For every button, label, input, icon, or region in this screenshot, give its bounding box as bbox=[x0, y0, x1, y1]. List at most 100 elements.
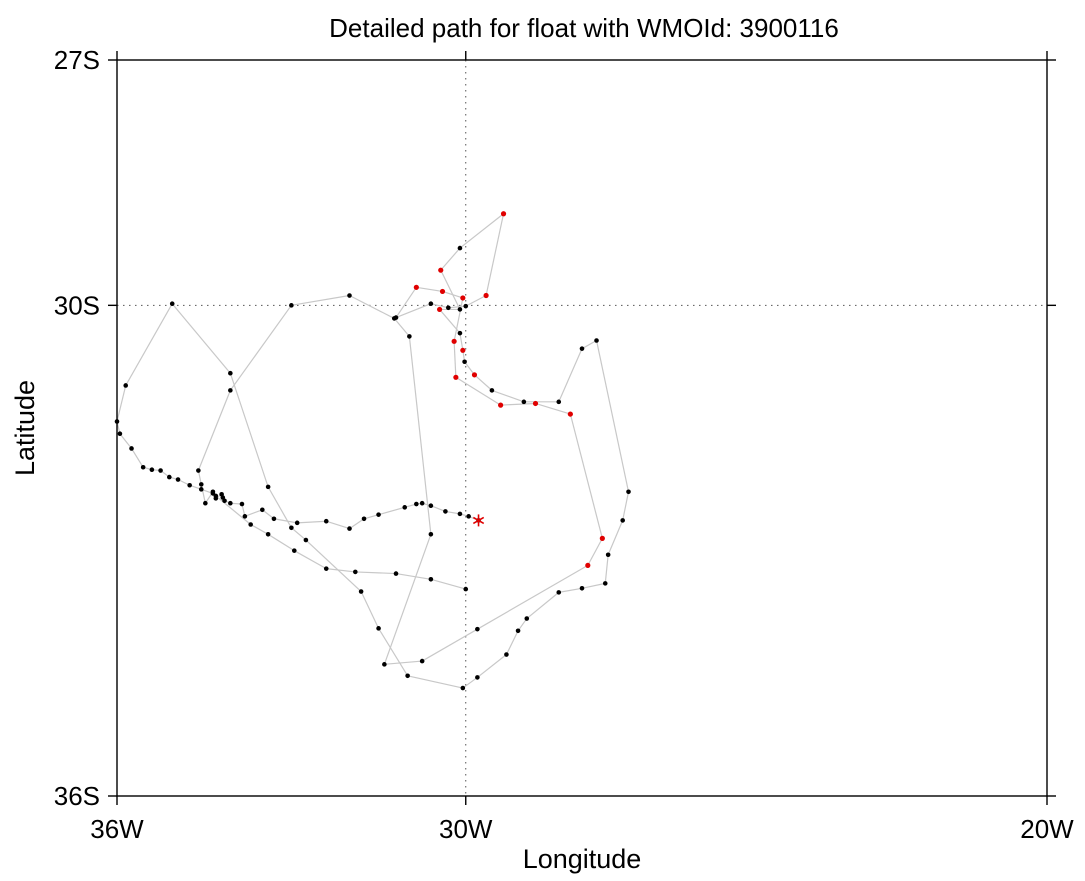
fix-point bbox=[203, 500, 208, 506]
fix-point bbox=[376, 512, 381, 517]
plot-frame bbox=[116, 59, 1048, 797]
y-tick-label: 27S bbox=[54, 45, 100, 75]
track-lines bbox=[116, 213, 630, 689]
fix-point bbox=[515, 628, 521, 634]
track-segment bbox=[581, 582, 606, 589]
fix-point bbox=[414, 501, 419, 507]
track-segment bbox=[430, 303, 449, 309]
x-tick-labels: 36W 30W 20W bbox=[90, 814, 1074, 844]
fix-point bbox=[228, 388, 233, 393]
current-position-marker bbox=[472, 514, 485, 527]
track-segment bbox=[326, 568, 356, 573]
highlighted-fix-point bbox=[453, 374, 459, 380]
track-segment bbox=[505, 630, 519, 655]
track-segment bbox=[407, 675, 463, 689]
track-segment bbox=[273, 518, 298, 524]
x-tick-label: 30W bbox=[439, 814, 493, 844]
fix-point bbox=[265, 532, 271, 537]
highlighted-fix-point bbox=[460, 347, 466, 353]
fix-point bbox=[605, 552, 611, 558]
track-segment bbox=[569, 413, 603, 539]
fix-point bbox=[602, 581, 608, 586]
highlighted-fix-point bbox=[460, 295, 466, 301]
fix-point bbox=[242, 514, 248, 519]
highlighted-fix-point bbox=[439, 288, 446, 295]
track-segment bbox=[477, 564, 589, 630]
track-segment bbox=[430, 505, 446, 512]
fix-point bbox=[169, 301, 175, 306]
track-segment bbox=[326, 520, 350, 530]
fix-point bbox=[248, 522, 253, 527]
fix-point bbox=[213, 493, 219, 499]
highlighted-fix-point bbox=[471, 372, 478, 378]
fix-point bbox=[524, 616, 530, 621]
track-segment bbox=[459, 213, 504, 249]
track-segment bbox=[416, 286, 443, 293]
highlighted-fix-point bbox=[567, 411, 573, 417]
track-segment bbox=[421, 628, 478, 662]
fix-point bbox=[620, 518, 625, 523]
x-tick-label: 20W bbox=[1020, 814, 1074, 844]
track-segment bbox=[558, 348, 583, 403]
track-segment bbox=[384, 660, 423, 665]
fix-point bbox=[466, 514, 471, 519]
fix-point bbox=[353, 569, 358, 575]
fix-point bbox=[457, 330, 463, 336]
fix-point bbox=[140, 464, 146, 470]
fix-point bbox=[393, 315, 399, 320]
track-segment bbox=[244, 509, 263, 517]
track-segment bbox=[355, 571, 397, 575]
track-segment bbox=[587, 538, 603, 566]
track-segment bbox=[535, 402, 571, 415]
track-segment bbox=[453, 297, 464, 342]
track-segment bbox=[485, 213, 505, 296]
fix-point bbox=[504, 652, 509, 657]
track-segment bbox=[261, 509, 275, 520]
track-segment bbox=[197, 470, 202, 485]
track-segment bbox=[378, 628, 409, 677]
highlighted-fix-point bbox=[483, 292, 489, 299]
fix-point bbox=[457, 245, 463, 251]
track-segment bbox=[430, 578, 466, 590]
track-segment bbox=[267, 533, 295, 552]
track-segment bbox=[464, 361, 475, 376]
fix-point bbox=[376, 626, 381, 631]
track-segment bbox=[445, 510, 461, 515]
fix-point bbox=[323, 566, 329, 571]
fix-point bbox=[289, 525, 294, 531]
x-tick-label: 36W bbox=[90, 814, 144, 844]
track-segment bbox=[116, 385, 127, 422]
fix-point bbox=[239, 501, 245, 507]
track-segment bbox=[290, 527, 307, 541]
fix-point bbox=[294, 520, 300, 526]
fix-point bbox=[393, 571, 399, 576]
track-segment bbox=[604, 554, 609, 584]
track-segment bbox=[215, 495, 252, 525]
track-segment bbox=[595, 340, 630, 492]
fix-point bbox=[594, 338, 599, 343]
fix-point bbox=[428, 576, 434, 582]
track-segment bbox=[607, 520, 624, 555]
fix-point bbox=[228, 500, 233, 506]
fix-point bbox=[167, 474, 172, 480]
position-fixes bbox=[114, 211, 631, 691]
fix-point bbox=[446, 305, 451, 311]
fix-point bbox=[419, 658, 425, 664]
highlighted-fix-point bbox=[532, 400, 539, 407]
track-segment bbox=[349, 518, 365, 530]
track-segment bbox=[297, 520, 327, 524]
track-segment bbox=[229, 373, 269, 488]
axis-ticks bbox=[108, 51, 1056, 805]
fix-point bbox=[579, 346, 585, 351]
fix-point bbox=[149, 467, 155, 473]
track-segment bbox=[459, 333, 464, 351]
track-segment bbox=[477, 654, 507, 678]
fix-point bbox=[228, 370, 233, 376]
fix-point bbox=[382, 662, 387, 667]
fix-point bbox=[475, 626, 480, 632]
fix-point bbox=[358, 589, 364, 594]
fix-point bbox=[347, 526, 352, 531]
fix-point bbox=[402, 505, 408, 510]
track-segment bbox=[229, 304, 292, 391]
fix-point bbox=[198, 487, 204, 492]
